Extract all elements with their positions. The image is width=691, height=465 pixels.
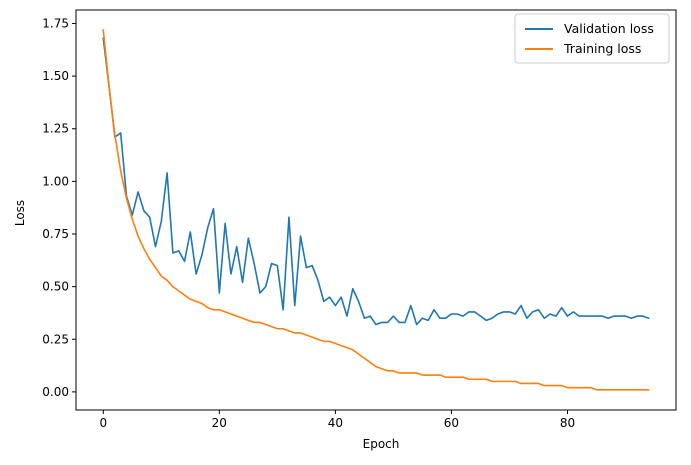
training-loss-line (102, 28, 650, 391)
legend: Validation loss Training loss (514, 13, 670, 64)
validation-loss-line (102, 37, 650, 326)
legend-box (514, 13, 670, 64)
legend-label-validation: Validation loss (564, 21, 654, 36)
x-tick-label: 40 (328, 416, 343, 430)
y-axis: 0.00 0.25 0.50 0.75 1.00 1.25 1.50 1.75 (42, 16, 76, 399)
x-tick-label: 20 (212, 416, 227, 430)
y-tick-label: 1.50 (42, 69, 69, 83)
legend-label-training: Training loss (563, 41, 641, 56)
y-tick-label: 0.50 (42, 280, 69, 294)
x-tick-label: 0 (99, 416, 107, 430)
y-axis-label: Loss (13, 200, 27, 226)
x-tick-label: 60 (444, 416, 459, 430)
x-axis: 0 20 40 60 80 (99, 410, 575, 430)
x-tick-label: 80 (560, 416, 575, 430)
x-axis-label: Epoch (363, 437, 400, 451)
y-tick-label: 1.00 (42, 174, 69, 188)
plot-area (75, 9, 677, 411)
y-tick-label: 1.75 (42, 16, 69, 30)
y-tick-label: 0.75 (42, 227, 69, 241)
y-tick-label: 0.00 (42, 385, 69, 399)
axes-frame (75, 9, 677, 411)
y-tick-label: 0.25 (42, 332, 69, 346)
series-layer (102, 28, 650, 391)
y-tick-label: 1.25 (42, 122, 69, 136)
